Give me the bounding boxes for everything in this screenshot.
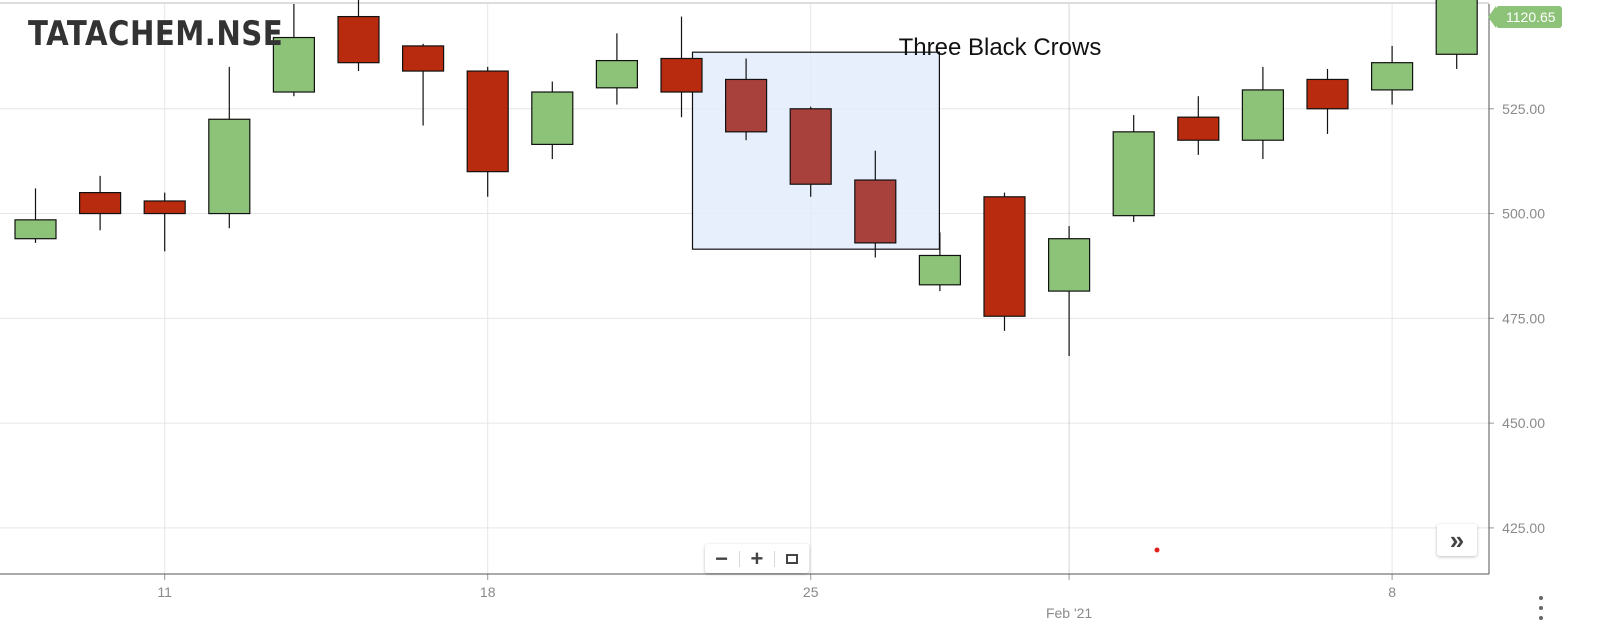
- last-price-tag: 1120.65: [1488, 6, 1562, 28]
- candle-up: [595, 59, 639, 89]
- candle-down: [789, 108, 832, 185]
- candle-up: [531, 91, 574, 146]
- candle-down: [1177, 116, 1220, 141]
- zoom-controls: − +: [705, 544, 809, 573]
- y-tick-label: 475.00: [1502, 310, 1545, 326]
- plus-icon: +: [750, 545, 764, 571]
- scroll-to-latest-button[interactable]: »: [1437, 524, 1477, 556]
- x-tick-label: 25: [803, 584, 819, 600]
- reset-zoom-button[interactable]: [776, 544, 808, 573]
- fullscreen-icon: [786, 553, 799, 564]
- x-tick-label: 18: [480, 584, 496, 600]
- candle-up: [1241, 89, 1285, 141]
- candle-up: [14, 219, 57, 240]
- candle-down: [660, 57, 703, 93]
- dot-icon: [1539, 596, 1543, 600]
- y-tick-label: 525.00: [1502, 101, 1545, 117]
- dot-icon: [1539, 616, 1543, 620]
- candle-down: [1306, 78, 1349, 110]
- zoom-separator: [738, 550, 740, 567]
- candle-down: [143, 200, 186, 215]
- x-tick-label: Feb '21: [1046, 605, 1092, 621]
- candle-up: [1047, 238, 1091, 292]
- candle-down: [337, 15, 380, 64]
- zoom-in-button[interactable]: +: [741, 544, 773, 573]
- candle-up: [918, 254, 962, 286]
- x-tick-label: 8: [1388, 584, 1396, 600]
- candle-down: [724, 78, 768, 133]
- dot-icon: [1539, 606, 1543, 610]
- candle-down: [466, 70, 509, 173]
- candle-down: [983, 196, 1026, 317]
- candle-down: [854, 179, 897, 244]
- y-tick-label: 500.00: [1502, 206, 1545, 222]
- candle-down: [78, 192, 122, 215]
- zoom-separator: [774, 550, 776, 567]
- candle-up: [1435, 0, 1478, 55]
- candle-up: [1112, 131, 1155, 217]
- chart-menu-button[interactable]: [1535, 596, 1547, 620]
- minus-icon: −: [715, 545, 729, 571]
- annotation-label: Three Black Crows: [899, 34, 1102, 61]
- candle-up: [208, 118, 251, 215]
- candle-down: [402, 45, 445, 72]
- zoom-out-button[interactable]: −: [706, 544, 738, 573]
- symbol-title: TATACHEM.NSE: [28, 14, 284, 54]
- candle-up: [272, 36, 315, 93]
- double-chevron-right-icon: »: [1449, 524, 1465, 555]
- red-marker-dot: [1154, 547, 1160, 553]
- y-tick-label: 450.00: [1502, 415, 1545, 431]
- x-tick-label: 11: [157, 584, 172, 600]
- y-tick-label: 425.00: [1502, 520, 1545, 536]
- candle-up: [1370, 62, 1414, 91]
